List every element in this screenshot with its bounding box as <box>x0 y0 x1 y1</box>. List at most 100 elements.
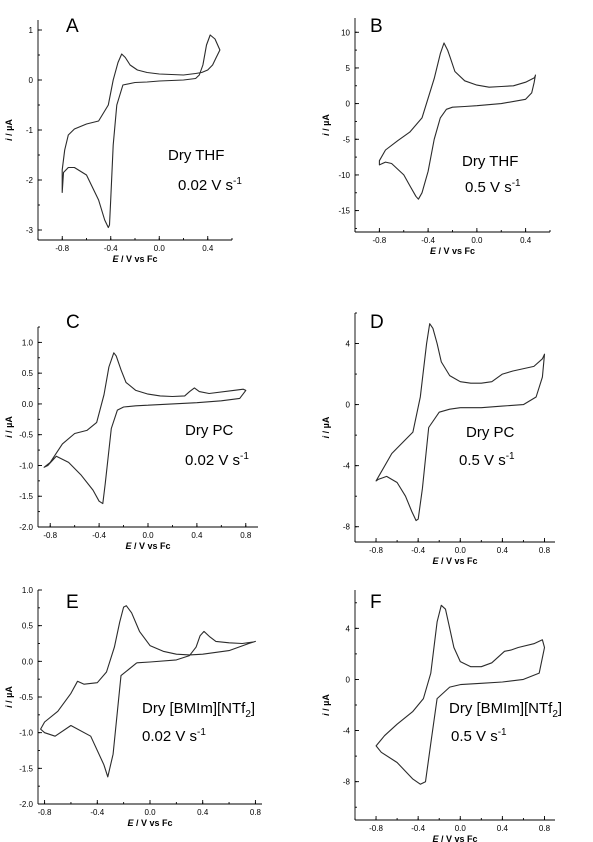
panel-d: -8 -4 0 4 -0.8 -0.4 0.0 0.4 0.8 E / V vs Fc i / µA… <box>321 312 555 566</box>
x-tick-label: -0.4 <box>411 824 425 833</box>
x-tick-label: -0.8 <box>38 808 52 817</box>
panel-letter: A <box>66 16 79 37</box>
scan-rate-label: 0.5 V s-1 <box>465 178 521 196</box>
y-tick-label: 0 <box>29 76 34 85</box>
panel-letter: B <box>370 16 383 37</box>
x-tick-label: -0.8 <box>369 546 383 555</box>
scan-rate-label: 0.02 V s-1 <box>185 451 249 469</box>
y-tick-label: 0 <box>346 100 351 109</box>
panel-b: -15 -10 -5 0 5 10 -0.8 -0.4 0.0 0.4 E / V vs Fc i /… <box>321 16 551 256</box>
x-tick-label: 0.0 <box>455 824 467 833</box>
cv-trace <box>40 605 256 778</box>
x-tick-label: -0.8 <box>372 236 386 245</box>
solvent-label: Dry [BMIm][NTf2] <box>142 700 255 720</box>
x-tick-label: 0.4 <box>197 808 209 817</box>
x-tick-label: 0.8 <box>539 824 551 833</box>
y-tick-label: -1.0 <box>19 729 33 738</box>
y-tick-label: -15 <box>338 207 350 216</box>
x-tick-label: -0.4 <box>411 546 425 555</box>
cv-trace <box>43 352 247 505</box>
y-tick-label: 0.5 <box>22 622 34 631</box>
y-tick-label: 0.5 <box>22 369 34 378</box>
panel-letter: E <box>66 592 79 613</box>
y-tick-label: -2.0 <box>19 523 33 532</box>
y-tick-label: -4 <box>343 462 351 471</box>
panel-a: -3 -2 -1 0 1 -0.8 -0.4 0.0 0.4 E / V vs Fc i / µA A… <box>4 16 242 264</box>
x-axis-title: E / V vs Fc <box>127 818 172 828</box>
y-axis-title: i / µA <box>321 416 331 438</box>
panel-letter: F <box>370 592 382 613</box>
y-tick-label: 4 <box>346 624 351 633</box>
x-tick-label: 0.4 <box>497 824 509 833</box>
y-tick-label: 0.0 <box>22 400 34 409</box>
solvent-label: Dry THF <box>462 153 518 170</box>
cv-trace <box>375 323 546 522</box>
x-axis-title: E / V vs Fc <box>432 556 477 566</box>
x-tick-label: 0.8 <box>539 546 551 555</box>
y-tick-label: 1 <box>29 26 34 35</box>
y-axis-title: i / µA <box>4 119 14 141</box>
y-tick-label: -0.5 <box>19 431 33 440</box>
y-tick-label: -1.5 <box>19 492 33 501</box>
y-tick-label: 4 <box>346 340 351 349</box>
cv-trace <box>375 604 546 785</box>
y-tick-label: -2.0 <box>19 800 33 809</box>
y-tick-label: 1.0 <box>22 338 34 347</box>
x-tick-label: 0.8 <box>250 808 262 817</box>
y-tick-label: -1.5 <box>19 764 33 773</box>
y-axis-title: i / µA <box>321 114 331 136</box>
x-tick-label: 0.4 <box>520 236 532 245</box>
y-tick-label: -8 <box>343 523 351 532</box>
panel-c: -2.0 -1.5 -1.0 -0.5 0.0 0.5 1.0 -0.8 -0.4 0.0 0.4 0… <box>4 312 258 551</box>
panel-f: -8 -4 0 4 -0.8 -0.4 0.0 0.4 0.8 E / V vs Fc i / µA… <box>321 590 562 842</box>
scan-rate-label: 0.5 V s-1 <box>459 451 515 469</box>
x-axis-title: E / V vs Fc <box>125 541 170 551</box>
y-tick-label: 0 <box>346 675 351 684</box>
x-tick-label: 0.0 <box>144 808 156 817</box>
y-tick-label: -5 <box>343 135 351 144</box>
cv-trace <box>378 42 536 200</box>
y-tick-label: -8 <box>343 778 351 787</box>
y-axis-title: i / µA <box>321 694 331 716</box>
y-tick-label: 5 <box>346 64 351 73</box>
y-tick-label: 1.0 <box>22 586 34 595</box>
x-axis-title: E / V vs Fc <box>430 246 475 256</box>
scan-rate-label: 0.02 V s-1 <box>178 176 242 194</box>
y-tick-label: -4 <box>343 727 351 736</box>
x-tick-label: 0.8 <box>240 531 252 540</box>
x-tick-label: -0.4 <box>104 244 118 253</box>
y-tick-label: 0.0 <box>22 657 34 666</box>
x-tick-label: -0.8 <box>369 824 383 833</box>
cv-trace <box>61 34 221 229</box>
x-axis-title: E / V vs Fc <box>432 834 477 842</box>
solvent-label: Dry [BMIm][NTf2] <box>449 700 562 720</box>
y-tick-label: -2 <box>26 176 34 185</box>
y-tick-label: -1 <box>26 126 34 135</box>
y-tick-label: -3 <box>26 226 34 235</box>
y-tick-label: -1.0 <box>19 461 33 470</box>
x-tick-label: 0.4 <box>191 531 203 540</box>
y-tick-label: 10 <box>341 28 350 37</box>
x-tick-label: 0.0 <box>471 236 483 245</box>
x-tick-label: -0.8 <box>55 244 69 253</box>
x-tick-label: -0.4 <box>92 531 106 540</box>
y-axis-title: i / µA <box>4 686 14 708</box>
panel-e: -2.0 -1.5 -1.0 -0.5 0.0 0.5 1.0 -0.8 -0.4 0.0 0.4 0… <box>4 586 262 828</box>
x-axis-title: E / V vs Fc <box>112 254 157 264</box>
scan-rate-label: 0.02 V s-1 <box>142 727 206 745</box>
panel-letter: C <box>66 312 80 333</box>
solvent-label: Dry PC <box>466 424 515 441</box>
x-tick-label: -0.8 <box>43 531 57 540</box>
solvent-label: Dry THF <box>168 147 224 164</box>
solvent-label: Dry PC <box>185 422 234 439</box>
x-tick-label: 0.0 <box>455 546 467 555</box>
x-tick-label: 0.4 <box>202 244 214 253</box>
y-axis-title: i / µA <box>4 416 14 438</box>
x-tick-label: 0.0 <box>154 244 166 253</box>
y-tick-label: -10 <box>338 171 350 180</box>
y-tick-label: -0.5 <box>19 693 33 702</box>
x-tick-label: 0.0 <box>142 531 154 540</box>
x-tick-label: -0.4 <box>421 236 435 245</box>
scan-rate-label: 0.5 V s-1 <box>451 727 507 745</box>
